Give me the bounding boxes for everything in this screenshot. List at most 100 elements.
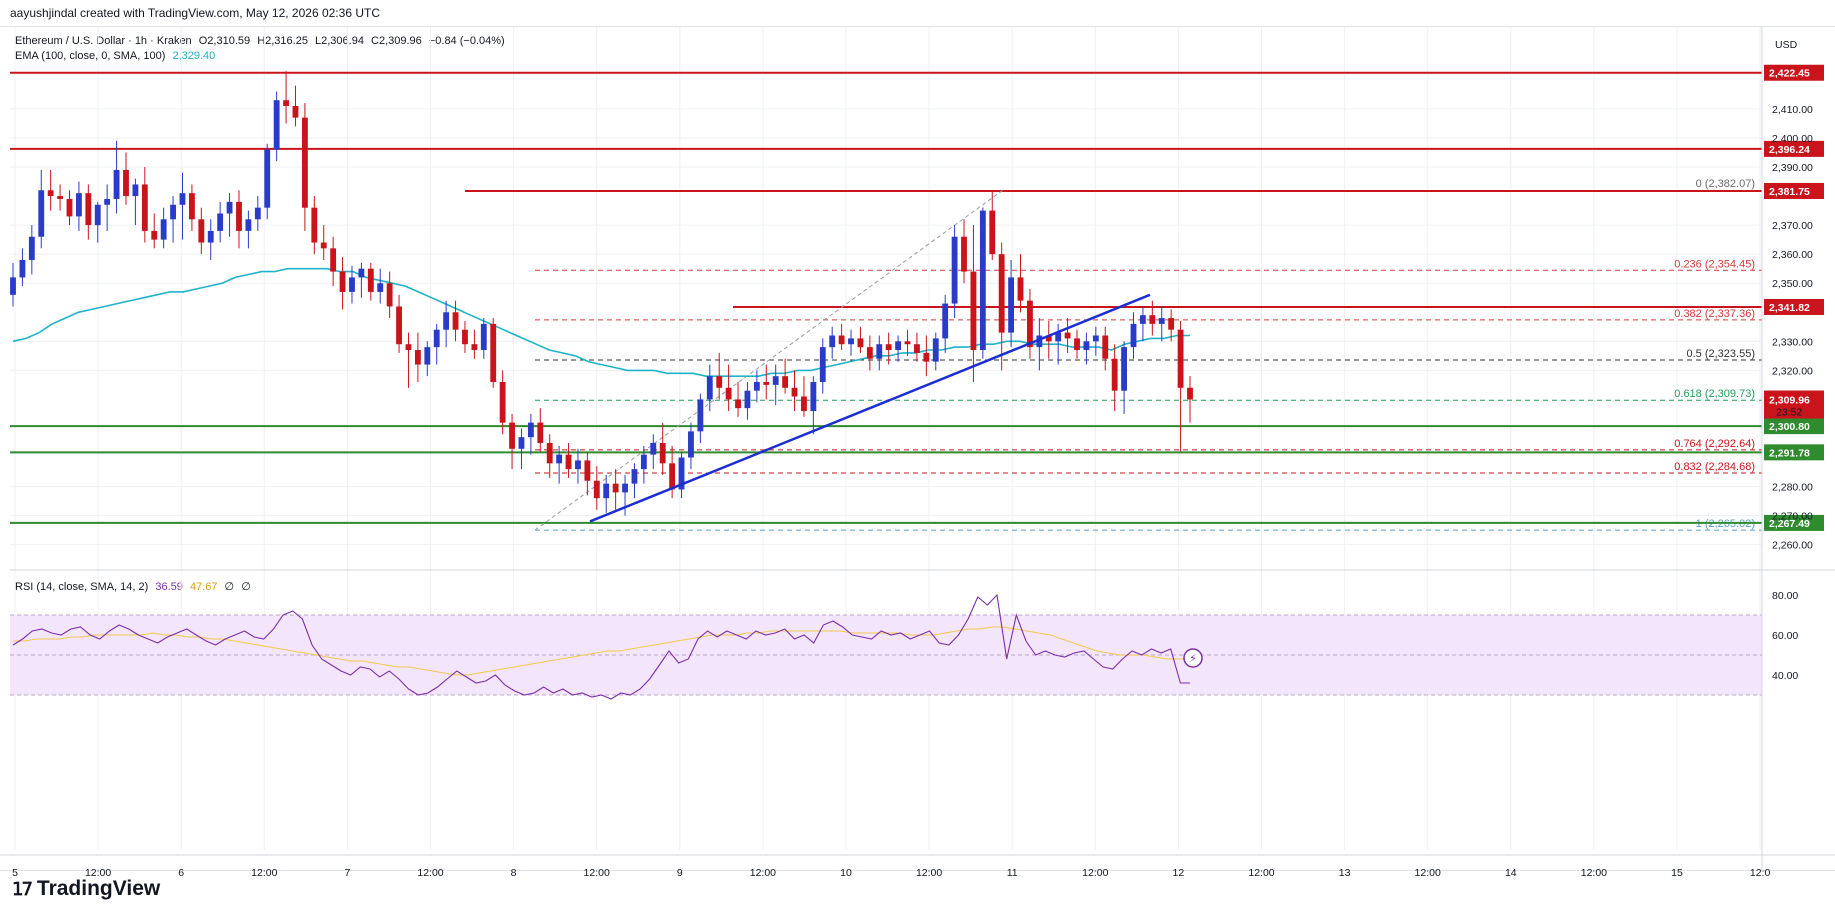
price-tick-label: 2,390.00 [1772,162,1813,174]
price-tick-label: 2,260.00 [1772,540,1813,552]
candle [989,190,996,260]
fib-label-0.236: 0.236 (2,354.45) [1674,258,1755,270]
candle-body [829,335,836,348]
candle-body [386,283,393,307]
candle-body [961,236,967,272]
candle [1045,320,1052,359]
symbol-name: Ethereum / U.S. Dollar · 1h · Kraken [15,35,192,47]
candle [1064,318,1071,353]
candle-body [301,117,308,208]
candle-body [951,236,958,304]
candle-body [537,422,544,443]
candle [885,332,892,365]
time-tick-label: 11 [1007,867,1018,879]
candle [659,422,666,475]
candle [367,262,374,301]
candle-body [471,344,478,351]
candle-body [622,483,628,493]
candle-body [669,463,676,490]
candle [848,329,854,356]
price-change: −0.84 (−0.04%) [428,35,505,47]
candle [104,184,111,231]
candle [1008,259,1015,348]
time-tick-label: 8 [511,867,517,879]
candle [377,268,384,304]
candle-body [452,312,459,330]
candle-body [19,259,26,278]
candle-body [292,106,299,118]
candle [961,219,967,284]
candle [66,190,73,226]
candle-body [678,457,685,490]
candle [254,196,261,231]
candle-body [1140,315,1146,324]
time-tick-label: 12:00 [251,867,277,879]
support-tag-label: 2,300.80 [1769,421,1810,433]
ohlc-open: O2,310.59 [198,35,251,47]
fib-label-0.5: 0.5 (2,323.55) [1687,348,1756,360]
candle-body [593,480,600,499]
candle-body [141,184,148,231]
last-price-tag [1764,390,1824,419]
ema-label: EMA (100, close, 0, SMA, 100) [15,50,166,62]
fib-label-0.832: 0.832 (2,284.68) [1674,461,1755,473]
candle-body [753,381,760,391]
candle-body [876,344,883,359]
candle-body [349,277,355,292]
candle-body [744,390,751,409]
candle-body [367,268,374,292]
time-tick-label: 12:00 [916,867,942,879]
candle-body [1149,315,1156,324]
candle [264,143,271,220]
candle-body [254,207,261,220]
support-tag-label: 2,291.78 [1769,447,1810,459]
candle-body [10,277,16,295]
candle-body [640,454,647,470]
candle-body [989,210,996,255]
candle-body [414,350,421,365]
candle-body [998,254,1005,333]
candle-body [885,344,892,351]
candle [19,248,26,287]
candle-body [320,242,327,249]
candle-body [1111,358,1118,391]
candle [518,428,525,470]
time-tick-label: 12:00 [1082,867,1108,879]
time-tick-label: 12:00 [1248,867,1274,879]
candle-body [735,399,741,409]
candle [245,210,252,249]
candle-body [1102,335,1109,359]
candle-body [979,210,986,351]
candle [1102,326,1109,371]
candle-body [47,190,54,197]
ema-value: 2,329.40 [172,50,216,62]
candle [462,320,468,353]
candle-body [857,338,864,348]
candle-body [160,219,167,240]
candle-body [923,352,930,362]
candle-body [1055,332,1062,342]
candle-body [810,381,817,412]
candle-body [123,169,129,197]
candle [170,196,176,243]
candle-body [716,376,723,388]
candle [151,213,158,249]
candle-body [848,338,854,345]
candle-body [527,422,534,438]
candle [593,466,600,510]
candle [320,225,327,260]
candle-body [151,230,158,240]
candle [801,376,807,417]
candle-body [1092,335,1099,342]
candle-body [490,323,497,382]
candle [113,140,120,214]
time-tick-label: 12:00 [1415,867,1441,879]
resistance-tag-label: 2,341.82 [1769,302,1810,314]
ohlc-high: H2,316.25 [257,35,308,47]
fib-retracement: 0 (2,382.07) 0.236 (2,354.45) 0.382 (2,337… [535,178,1762,531]
ema-legend: EMA (100, close, 0, SMA, 100) 2,329.40 [15,50,219,62]
ema-line [12,267,1190,377]
candle-body [170,204,176,220]
candle [819,338,826,394]
